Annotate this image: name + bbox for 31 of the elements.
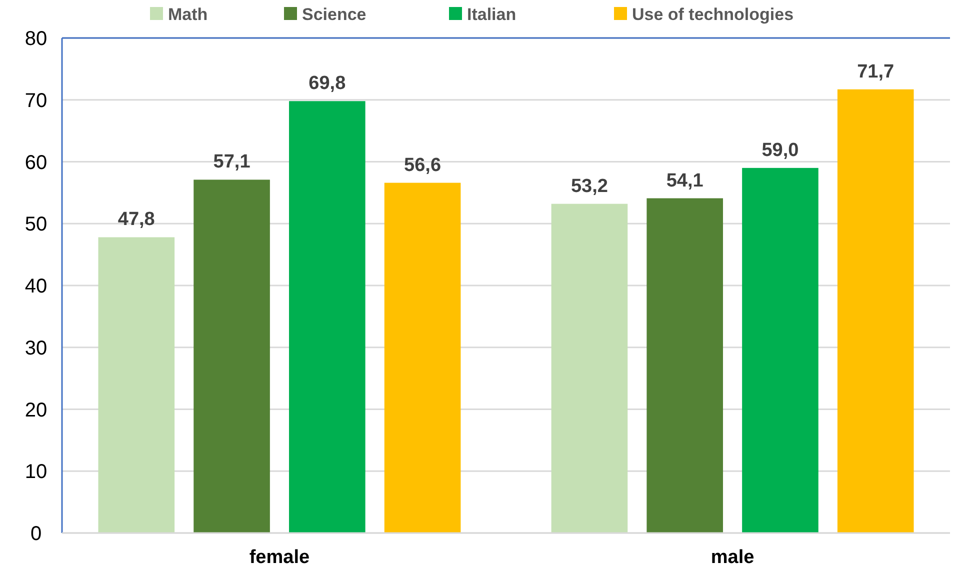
data-label: 54,1 (666, 170, 704, 192)
legend-label: Science (302, 5, 366, 24)
data-label: 53,2 (570, 176, 608, 197)
y-tick-label: 30 (24, 337, 48, 360)
data-label: 57,1 (213, 152, 251, 173)
data-label: 47,8 (118, 209, 155, 230)
y-tick-label: 0 (30, 523, 42, 545)
data-label: 71,7 (857, 61, 894, 82)
legend-label: Math (168, 5, 208, 24)
y-tick-label: 60 (24, 152, 48, 174)
y-tick-label: 40 (24, 276, 48, 298)
bar (289, 101, 366, 533)
legend-label: Italian (467, 5, 516, 24)
data-label: 59,0 (762, 140, 799, 161)
bar (98, 237, 175, 533)
legend-label: Use of technologies (632, 5, 794, 24)
bar (384, 182, 461, 533)
x-tick-label: female (249, 547, 310, 568)
y-tick-label: 10 (24, 461, 48, 484)
y-tick-label: 20 (24, 399, 48, 422)
bar (646, 198, 723, 533)
y-tick-label: 50 (24, 214, 48, 236)
y-tick-label: 80 (24, 28, 48, 50)
y-tick-label: 70 (24, 90, 48, 112)
bar (742, 168, 818, 533)
bar (551, 204, 628, 533)
bar (837, 89, 914, 533)
bar (194, 180, 270, 533)
x-tick-label: male (710, 547, 754, 568)
data-label: 56,6 (404, 154, 442, 176)
data-label: 69,8 (308, 73, 346, 94)
